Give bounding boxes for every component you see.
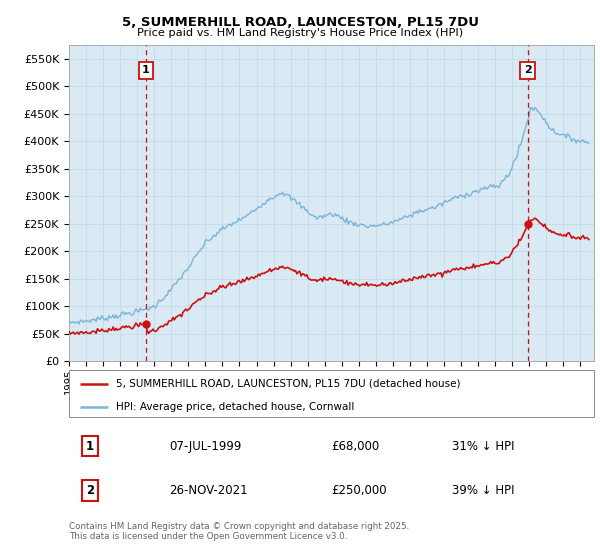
Text: 39% ↓ HPI: 39% ↓ HPI [452,484,515,497]
Text: 31% ↓ HPI: 31% ↓ HPI [452,440,515,452]
Text: 5, SUMMERHILL ROAD, LAUNCESTON, PL15 7DU (detached house): 5, SUMMERHILL ROAD, LAUNCESTON, PL15 7DU… [116,379,461,389]
Text: 5, SUMMERHILL ROAD, LAUNCESTON, PL15 7DU: 5, SUMMERHILL ROAD, LAUNCESTON, PL15 7DU [121,16,479,29]
Text: 26-NOV-2021: 26-NOV-2021 [169,484,247,497]
Text: HPI: Average price, detached house, Cornwall: HPI: Average price, detached house, Corn… [116,402,355,412]
FancyBboxPatch shape [69,370,594,417]
Text: 1: 1 [142,65,150,75]
Text: 2: 2 [86,484,94,497]
Text: 1: 1 [86,440,94,452]
Text: Contains HM Land Registry data © Crown copyright and database right 2025.
This d: Contains HM Land Registry data © Crown c… [69,522,409,542]
Text: 2: 2 [524,65,532,75]
Text: £68,000: £68,000 [331,440,380,452]
Text: 07-JUL-1999: 07-JUL-1999 [169,440,241,452]
Text: Price paid vs. HM Land Registry's House Price Index (HPI): Price paid vs. HM Land Registry's House … [137,28,463,38]
Text: £250,000: £250,000 [331,484,387,497]
